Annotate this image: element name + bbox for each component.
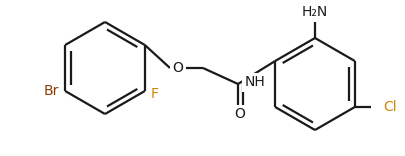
Text: O: O xyxy=(173,61,183,75)
Text: O: O xyxy=(234,107,245,121)
Text: Cl: Cl xyxy=(383,100,396,114)
Text: Br: Br xyxy=(44,84,59,98)
Text: NH: NH xyxy=(244,76,265,90)
Text: H₂N: H₂N xyxy=(302,5,328,19)
Text: F: F xyxy=(151,87,159,101)
